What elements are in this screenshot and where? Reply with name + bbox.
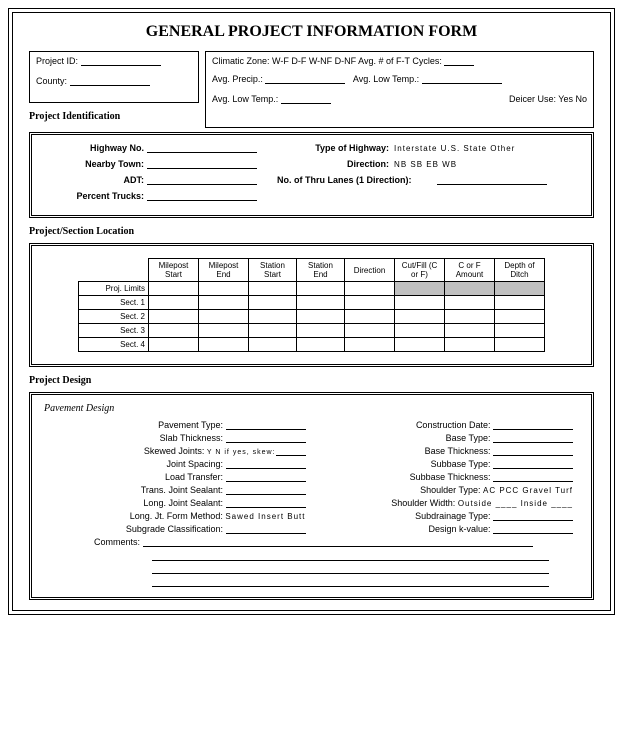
project-identification-heading: Project Identification bbox=[29, 111, 199, 122]
lseal-field[interactable] bbox=[226, 498, 306, 508]
climatic-label: Climatic Zone: W-F D-F W-NF D-NF Avg. # … bbox=[212, 56, 442, 66]
hwy-no-label: Highway No. bbox=[44, 143, 144, 153]
direction-label: Direction: bbox=[259, 159, 389, 169]
hwy-type-options[interactable]: Interstate U.S. State Other bbox=[394, 144, 515, 153]
lowtemp1-label: Avg. Low Temp.: bbox=[353, 74, 419, 84]
comments-field-4[interactable] bbox=[152, 576, 549, 587]
row-proj-limits: Proj. Limits bbox=[79, 282, 149, 296]
town-label: Nearby Town: bbox=[44, 159, 144, 169]
kval-label: Design k-value: bbox=[370, 524, 490, 534]
lowtemp2-field[interactable] bbox=[281, 94, 331, 104]
lseal-label: Long. Joint Sealant: bbox=[103, 498, 223, 508]
adt-label: ADT: bbox=[44, 175, 144, 185]
shwidth-options[interactable]: Outside ____ Inside ____ bbox=[458, 499, 573, 508]
subgrade-label: Subgrade Classification: bbox=[103, 524, 223, 534]
cdate-label: Construction Date: bbox=[370, 420, 490, 430]
sbthick-field[interactable] bbox=[493, 472, 573, 482]
top-row: Project ID: County: Project Identificati… bbox=[29, 51, 594, 128]
outer-frame: GENERAL PROJECT INFORMATION FORM Project… bbox=[8, 8, 615, 615]
lanes-label: No. of Thru Lanes (1 Direction): bbox=[259, 175, 434, 185]
ft-cycles-field[interactable] bbox=[444, 56, 474, 66]
location-table: Milepost Start Milepost End Station Star… bbox=[78, 258, 545, 352]
precip-label: Avg. Precip.: bbox=[212, 74, 263, 84]
row-sect2: Sect. 2 bbox=[79, 310, 149, 324]
shtype-label: Shoulder Type: bbox=[360, 485, 480, 495]
deicer-label: Deicer Use: Yes No bbox=[509, 94, 587, 104]
btype-field[interactable] bbox=[493, 433, 573, 443]
row-sect3: Sect. 3 bbox=[79, 324, 149, 338]
lform-label: Long. Jt. Form Method: bbox=[103, 511, 223, 521]
hwy-type-label: Type of Highway: bbox=[259, 143, 389, 153]
col-ditch: Depth of Ditch bbox=[495, 259, 545, 282]
hwy-no-field[interactable] bbox=[147, 143, 257, 153]
load-field[interactable] bbox=[226, 472, 306, 482]
lowtemp1-field[interactable] bbox=[422, 74, 502, 84]
sbthick-label: Subbase Thickness: bbox=[370, 472, 490, 482]
skew-field[interactable] bbox=[276, 446, 306, 456]
form-title: GENERAL PROJECT INFORMATION FORM bbox=[29, 23, 594, 41]
slab-label: Slab Thickness: bbox=[103, 433, 223, 443]
project-id-label: Project ID: bbox=[36, 56, 78, 66]
row-sect1: Sect. 1 bbox=[79, 296, 149, 310]
location-heading: Project/Section Location bbox=[29, 226, 594, 237]
subgrade-field[interactable] bbox=[226, 524, 306, 534]
bthick-label: Base Thickness: bbox=[370, 446, 490, 456]
comments-label: Comments: bbox=[94, 537, 140, 547]
col-st-end: Station End bbox=[297, 259, 345, 282]
project-id-field[interactable] bbox=[81, 56, 161, 66]
col-cutfill: Cut/Fill (C or F) bbox=[395, 259, 445, 282]
btype-label: Base Type: bbox=[370, 433, 490, 443]
kval-field[interactable] bbox=[493, 524, 573, 534]
sbtype-field[interactable] bbox=[493, 459, 573, 469]
ptype-label: Pavement Type: bbox=[103, 420, 223, 430]
jspace-label: Joint Spacing: bbox=[103, 459, 223, 469]
cdate-field[interactable] bbox=[493, 420, 573, 430]
jspace-field[interactable] bbox=[226, 459, 306, 469]
ptype-field[interactable] bbox=[226, 420, 306, 430]
tseal-label: Trans. Joint Sealant: bbox=[103, 485, 223, 495]
skew-label: Skewed Joints: bbox=[84, 446, 204, 456]
subdrain-field[interactable] bbox=[493, 511, 573, 521]
slab-field[interactable] bbox=[226, 433, 306, 443]
subdrain-label: Subdrainage Type: bbox=[370, 511, 490, 521]
col-mp-start: Milepost Start bbox=[149, 259, 199, 282]
lform-options[interactable]: Sawed Insert Butt bbox=[225, 512, 305, 521]
pct-trucks-field[interactable] bbox=[147, 191, 257, 201]
adt-field[interactable] bbox=[147, 175, 257, 185]
skew-options[interactable]: Y N if yes, skew: bbox=[207, 449, 276, 456]
inner-frame: GENERAL PROJECT INFORMATION FORM Project… bbox=[12, 12, 611, 611]
design-heading: Project Design bbox=[29, 375, 594, 386]
shtype-options[interactable]: AC PCC Gravel Turf bbox=[483, 486, 573, 495]
row-sect4: Sect. 4 bbox=[79, 338, 149, 352]
design-box: Pavement Design Pavement Type: Slab Thic… bbox=[29, 392, 594, 600]
sbtype-label: Subbase Type: bbox=[370, 459, 490, 469]
county-field[interactable] bbox=[70, 76, 150, 86]
load-label: Load Transfer: bbox=[103, 472, 223, 482]
direction-options[interactable]: NB SB EB WB bbox=[394, 160, 457, 169]
comments-field-1[interactable] bbox=[143, 537, 533, 547]
tseal-field[interactable] bbox=[226, 485, 306, 495]
pct-trucks-label: Percent Trucks: bbox=[44, 191, 144, 201]
lowtemp2-label: Avg. Low Temp.: bbox=[212, 94, 278, 104]
col-direction: Direction bbox=[345, 259, 395, 282]
town-field[interactable] bbox=[147, 159, 257, 169]
shwidth-label: Shoulder Width: bbox=[335, 498, 455, 508]
col-cf-amt: C or F Amount bbox=[445, 259, 495, 282]
county-label: County: bbox=[36, 76, 67, 86]
comments-field-2[interactable] bbox=[152, 550, 549, 561]
lanes-field[interactable] bbox=[437, 175, 547, 185]
col-st-start: Station Start bbox=[249, 259, 297, 282]
col-mp-end: Milepost End bbox=[199, 259, 249, 282]
pavement-design-label: Pavement Design bbox=[44, 403, 579, 414]
bthick-field[interactable] bbox=[493, 446, 573, 456]
highway-box: Highway No. Type of Highway: Interstate … bbox=[29, 132, 594, 218]
precip-field[interactable] bbox=[265, 74, 345, 84]
comments-field-3[interactable] bbox=[152, 563, 549, 574]
